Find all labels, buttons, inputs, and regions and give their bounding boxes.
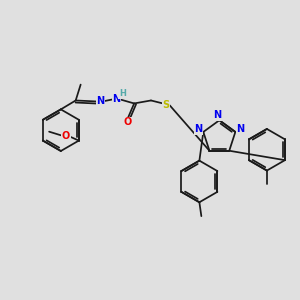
Text: O: O	[62, 130, 70, 141]
Text: S: S	[162, 100, 169, 110]
Text: N: N	[236, 124, 244, 134]
Text: O: O	[123, 117, 131, 127]
Text: N: N	[112, 94, 120, 104]
Text: N: N	[96, 97, 104, 106]
Text: H: H	[119, 89, 126, 98]
Text: N: N	[194, 124, 202, 134]
Text: N: N	[213, 110, 221, 120]
